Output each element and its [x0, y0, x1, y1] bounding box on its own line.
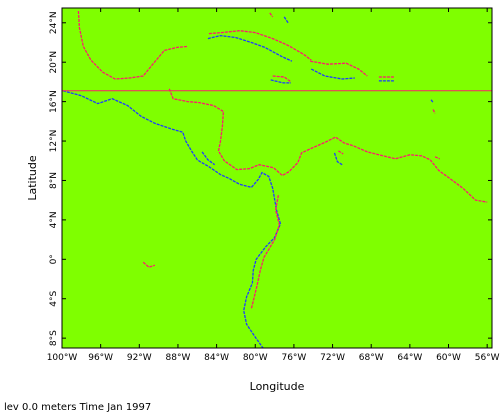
x-tick-label-5: 80°W [243, 353, 268, 363]
x-axis: 100°W 96°W 92°W 88°W 84°W 80°W 76°W 72°W 68°W 64°… [47, 8, 500, 363]
x-tick-label-10: 60°W [436, 353, 461, 363]
x-tick-label-8: 68°W [359, 353, 384, 363]
coastline-segment-3 [310, 60, 368, 77]
y-tick-label-7: 4°S [49, 290, 59, 306]
coastline-layer [62, 10, 488, 349]
coastline-segment-14 [338, 150, 344, 155]
y-tick-label-3: 12°N [49, 130, 59, 153]
x-tick-label-4: 84°W [204, 353, 229, 363]
x-tick-label-11: 56°W [475, 353, 500, 363]
y-axis-title: Latitude [26, 155, 39, 201]
coastline-segment-19 [269, 12, 274, 18]
coastline-segment-6 [270, 79, 291, 84]
y-axis: 24°N 20°N 16°N 12°N 8°N 4°N 0° 4°S 8°S [49, 11, 492, 346]
coastline-segment-2 [207, 34, 293, 62]
coastline-segment-5 [272, 75, 292, 83]
coastline-segment-12 [201, 151, 216, 166]
coastline-segment-13 [333, 152, 343, 166]
x-tick-label-2: 92°W [127, 353, 152, 363]
x-tick-label-7: 72°W [320, 353, 345, 363]
y-tick-label-8: 8°S [49, 330, 59, 346]
plot-frame [61, 7, 493, 349]
x-axis-title: Longitude [250, 380, 305, 393]
coastline-segment-16 [432, 109, 436, 114]
x-tick-label-1: 96°W [88, 353, 113, 363]
y-tick-label-6: 0° [49, 254, 59, 264]
coastline-segment-1 [208, 30, 312, 61]
x-tick-label-0: 100°W [47, 353, 78, 363]
coastline-segment-17 [430, 99, 434, 103]
coastline-segment-10 [168, 88, 488, 203]
x-tick-label-3: 88°W [166, 353, 191, 363]
y-tick-label-1: 20°N [49, 51, 59, 74]
x-tick-label-6: 76°W [281, 353, 306, 363]
coastline-segment-0 [77, 10, 188, 80]
coastline-segment-9 [62, 90, 282, 349]
coastline-segment-18 [434, 156, 441, 160]
coastline-segment-20 [283, 16, 289, 24]
land-fill [62, 8, 492, 348]
coastline-segment-15 [142, 261, 156, 268]
y-tick-label-2: 16°N [49, 90, 59, 113]
x-tick-label-9: 64°W [397, 353, 422, 363]
footer-label: lev 0.0 meters Time Jan 1997 [4, 402, 151, 413]
y-tick-label-0: 24°N [49, 11, 59, 34]
coastline-segment-11 [250, 195, 281, 309]
y-tick-label-4: 8°N [49, 172, 59, 189]
y-tick-label-5: 4°N [49, 211, 59, 228]
